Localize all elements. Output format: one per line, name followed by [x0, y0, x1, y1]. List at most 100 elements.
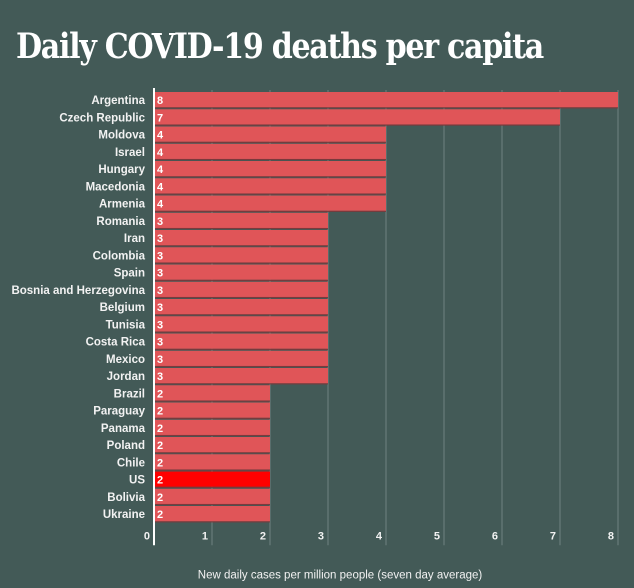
value-label: 2	[157, 388, 163, 400]
bar-separator	[155, 503, 270, 506]
bar-separator	[155, 124, 560, 126]
category-label: Ukraine	[103, 509, 145, 521]
value-label: 4	[157, 130, 164, 142]
category-label: Armenia	[99, 199, 146, 211]
category-label: Argentina	[91, 95, 145, 107]
bar-belgium	[155, 299, 328, 315]
chart-title: Daily COVID-19 deaths per capita	[16, 26, 544, 67]
category-label: US	[129, 475, 145, 487]
bar-argentina	[155, 92, 618, 108]
category-label: Spain	[114, 268, 145, 280]
value-label: 3	[157, 302, 163, 314]
bar-separator	[155, 107, 618, 109]
bar-separator	[155, 227, 328, 230]
bar-separator	[155, 314, 328, 316]
category-label: Panama	[101, 423, 146, 435]
bar-brazil	[155, 385, 270, 401]
bar-colombia	[155, 247, 328, 263]
bar-separator	[155, 141, 386, 143]
value-label: 7	[157, 112, 163, 124]
bar-separator	[155, 486, 270, 488]
bar-separator	[155, 452, 270, 454]
x-tick-labels: 0 1 2 3 4 5 6 7 8	[144, 530, 614, 542]
x-tick-label: 2	[260, 530, 266, 542]
bar-us	[155, 471, 270, 487]
bar-separator	[155, 279, 328, 281]
bar-ukraine	[155, 506, 270, 522]
x-tick-label: 5	[434, 530, 440, 542]
bar-separator	[155, 469, 270, 471]
value-label: 2	[157, 492, 163, 504]
value-label: 2	[157, 457, 163, 469]
bar-chile	[155, 454, 270, 470]
value-label: 4	[157, 147, 164, 159]
x-axis-title: New daily cases per million people (seve…	[198, 569, 483, 581]
category-label: Costa Rica	[86, 337, 146, 349]
value-label: 2	[157, 440, 163, 452]
value-label: 3	[157, 268, 163, 280]
category-label: Mexico	[106, 354, 145, 366]
bar-czech-republic	[155, 109, 560, 125]
value-label: 4	[157, 164, 164, 176]
bar-separator	[155, 521, 270, 523]
category-label: Tunisia	[106, 319, 146, 331]
bar-bolivia	[155, 488, 270, 504]
bar-costa-rica	[155, 333, 328, 349]
bar-separator	[155, 365, 328, 368]
bar-spain	[155, 264, 328, 280]
category-label: Bosnia and Herzegovina	[11, 285, 145, 297]
value-label: 3	[157, 216, 163, 228]
value-label: 4	[157, 199, 164, 211]
category-label: Belgium	[100, 302, 145, 314]
category-label: Moldova	[98, 130, 145, 142]
category-label: Chile	[117, 457, 145, 469]
bar-separator	[155, 348, 328, 350]
bar-paraguay	[155, 402, 270, 418]
category-label: Hungary	[98, 164, 145, 176]
category-label: Poland	[107, 440, 145, 452]
bar-bosnia-and-herzegovina	[155, 281, 328, 297]
x-tick-label: 1	[202, 530, 208, 542]
category-label: Bolivia	[107, 492, 145, 504]
x-tick-label: 3	[318, 530, 324, 542]
bar-separator	[155, 400, 270, 402]
value-labels: 8 7 4 4 4 4 4 3 3 3 3 3 3 3 3 3 3 2 2 2 2 2 2 2 2	[157, 95, 164, 521]
x-tick-label: 0	[144, 530, 150, 542]
category-labels: Argentina Czech Republic Moldova Israel Hung…	[11, 95, 145, 521]
value-label: 3	[157, 250, 163, 262]
bar-armenia	[155, 195, 386, 211]
value-label: 4	[157, 181, 164, 193]
bar-macedonia	[155, 178, 386, 194]
bar-separator	[155, 193, 386, 195]
bar-jordan	[155, 368, 328, 384]
value-label: 2	[157, 406, 163, 418]
bar-panama	[155, 419, 270, 435]
bar-iran	[155, 230, 328, 246]
bar-mexico	[155, 350, 328, 366]
value-label: 3	[157, 319, 163, 331]
value-label: 2	[157, 475, 163, 487]
bar-tunisia	[155, 316, 328, 332]
value-label: 3	[157, 354, 163, 366]
value-label: 3	[157, 337, 163, 349]
value-label: 2	[157, 509, 163, 521]
category-label: Paraguay	[93, 406, 145, 418]
category-label: Romania	[96, 216, 145, 228]
category-label: Colombia	[93, 250, 146, 262]
category-label: Israel	[115, 147, 145, 159]
bar-separator	[155, 383, 328, 385]
bar-romania	[155, 212, 328, 228]
x-tick-label: 6	[492, 530, 498, 542]
value-label: 2	[157, 423, 163, 435]
x-tick-label: 4	[376, 530, 383, 542]
bar-separator	[155, 158, 386, 161]
x-tick-label: 8	[608, 530, 614, 542]
bar-separator	[155, 176, 386, 178]
category-label: Iran	[124, 233, 145, 245]
x-tick-label: 7	[550, 530, 556, 542]
bar-separator	[155, 417, 270, 419]
value-label: 3	[157, 371, 163, 383]
bar-hungary	[155, 161, 386, 177]
bar-separator	[155, 210, 386, 212]
category-label: Jordan	[107, 371, 145, 383]
